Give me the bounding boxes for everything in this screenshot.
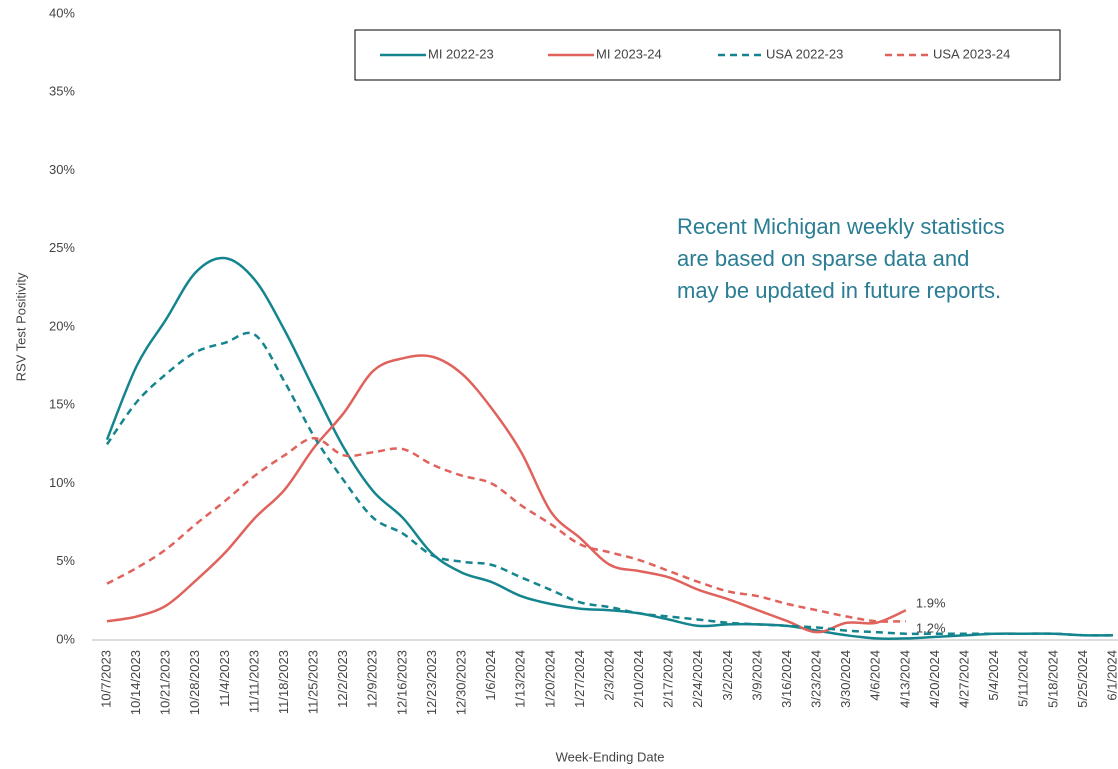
x-tick-label: 2/24/2024 [690,650,705,708]
x-tick-label: 10/14/2023 [128,650,143,715]
x-tick-label: 3/9/2024 [749,650,764,701]
x-tick-label: 12/16/2023 [394,650,409,715]
legend-label: MI 2023-24 [596,46,662,61]
legend-label: USA 2022-23 [766,46,843,61]
x-tick-label: 11/11/2023 [246,650,261,713]
x-tick-label: 10/7/2023 [98,650,113,708]
x-tick-label: 1/6/2024 [483,650,498,701]
legend-label: MI 2022-23 [428,46,494,61]
y-tick-label: 25% [49,240,75,255]
x-tick-label: 2/17/2024 [661,650,676,708]
x-tick-label: 11/18/2023 [276,650,291,714]
x-tick-label: 11/25/2023 [306,650,321,714]
series-line [105,331,1114,637]
x-tick-label: 1/13/2024 [513,650,528,708]
data-label: 1.9% [916,596,946,611]
x-tick-label: 1/20/2024 [542,650,557,708]
x-tick-label: 12/30/2023 [453,650,468,715]
x-tick-label: 4/20/2024 [927,650,942,708]
x-tick-label: 2/3/2024 [601,650,616,701]
y-axis-title: RSV Test Positivity [13,272,28,381]
x-tick-label: 3/23/2024 [809,650,824,708]
x-tick-label: 3/30/2024 [838,650,853,708]
data-label: 1.2% [916,621,946,636]
y-tick-label: 30% [49,162,75,177]
x-tick-label: 12/2/2023 [335,650,350,708]
y-tick-label: 20% [49,318,75,333]
annotation: are based on sparse data and [677,246,969,271]
x-tick-label: 5/25/2024 [1075,650,1090,708]
x-tick-label: 11/4/2023 [217,650,232,707]
x-tick-label: 4/6/2024 [868,650,883,701]
x-tick-label: 1/27/2024 [572,650,587,708]
y-tick-label: 0% [56,631,75,646]
x-tick-label: 6/1/2024 [1104,650,1118,701]
x-tick-label: 10/28/2023 [187,650,202,715]
annotation: may be updated in future reports. [677,278,1001,303]
series-line [106,354,907,634]
y-tick-label: 10% [49,475,75,490]
x-tick-label: 12/23/2023 [424,650,439,715]
x-tick-label: 3/16/2024 [779,650,794,708]
x-tick-label: 2/10/2024 [631,650,646,708]
x-tick-label: 4/13/2024 [897,650,912,708]
x-tick-label: 12/9/2023 [365,650,380,708]
y-tick-label: 40% [49,5,75,20]
legend-box [354,29,1061,81]
x-tick-label: 5/11/2024 [1016,650,1031,707]
y-tick-label: 5% [56,553,75,568]
series-line [106,436,906,623]
x-tick-label: 5/18/2024 [1045,650,1060,708]
x-tick-label: 10/21/2023 [158,650,173,715]
annotation: Recent Michigan weekly statistics [677,214,1005,239]
series-line [105,256,1114,640]
x-tick-label: 4/27/2024 [956,650,971,708]
y-tick-label: 35% [49,84,75,99]
x-tick-label: 3/2/2024 [720,650,735,701]
x-tick-label: 5/4/2024 [986,650,1001,701]
x-axis-title: Week-Ending Date [556,749,665,764]
legend-label: USA 2023-24 [933,46,1010,61]
y-tick-label: 15% [49,397,75,412]
